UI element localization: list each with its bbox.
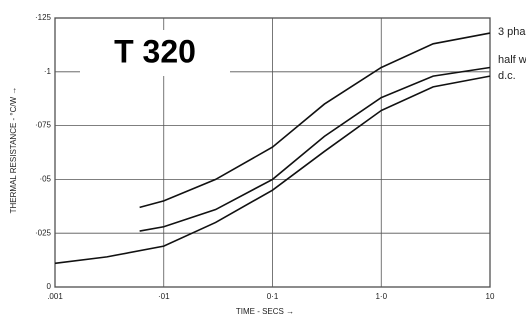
x-tick-label: ·01: [158, 292, 170, 301]
x-tick-label: .001: [47, 292, 63, 301]
y-tick-label: ·125: [35, 13, 52, 22]
y-axis-label: THERMAL RESISTANCE - °C/W →: [9, 87, 18, 214]
title-box: [80, 30, 230, 76]
chart-title: T 320: [114, 33, 196, 69]
series-line: [139, 66, 491, 232]
series-line: [139, 32, 491, 209]
y-tick-label: 0: [47, 282, 52, 291]
y-tick-label: ·1: [44, 67, 52, 76]
y-tick-label: ·05: [39, 175, 51, 184]
series-label: 3 phase: [498, 26, 526, 38]
y-tick-label: ·025: [35, 228, 52, 237]
x-tick-label: 0·1: [267, 292, 279, 301]
x-axis-label: TIME - SECS →: [236, 307, 294, 316]
y-tick-label: ·075: [35, 121, 52, 130]
x-tick-label: 10: [486, 292, 495, 301]
series-label: d.c.: [498, 70, 516, 82]
series-line: [54, 75, 491, 265]
x-tick-label: 1·0: [375, 292, 387, 301]
series-label: half wave: [498, 54, 526, 66]
